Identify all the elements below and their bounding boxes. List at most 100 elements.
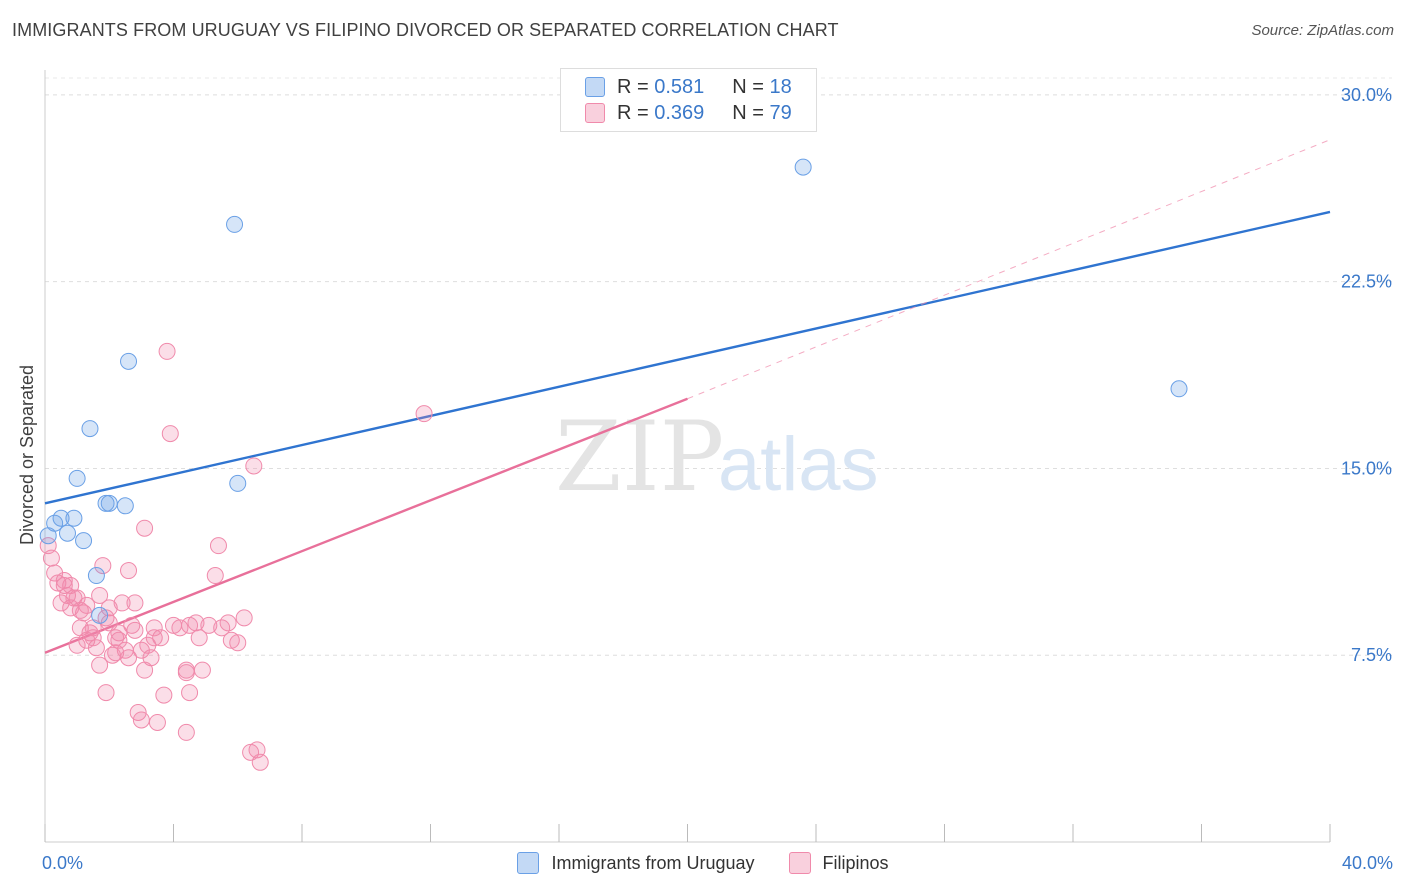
x-tick-label-0: 0.0% [42,853,83,873]
point-uruguay-2 [52,509,70,527]
trend-line-uruguay [44,210,1331,505]
n-label: N = [732,75,764,98]
point-filipinos-23 [113,594,131,612]
point-filipinos-75 [120,562,138,580]
point-filipinos-22 [110,631,128,649]
stats-legend: R = 0.581 N = 18 R = 0.369 N = 79 [560,68,817,132]
point-uruguay-4 [65,509,83,527]
legend-swatch-uruguay [585,77,605,97]
point-uruguay-6 [75,532,93,550]
point-filipinos-30 [136,519,154,537]
point-filipinos-29 [132,711,150,729]
point-uruguay-5 [68,469,86,487]
point-uruguay-8 [87,567,105,585]
point-filipinos-76 [71,601,89,619]
series-swatch-uruguay [517,852,540,874]
point-filipinos-36 [155,686,173,704]
r-label: R = [617,101,649,124]
point-filipinos-50 [206,567,224,585]
point-filipinos-45 [177,664,195,682]
point-filipinos-74 [55,572,73,590]
point-filipinos-66 [91,586,109,604]
chart-title: IMMIGRANTS FROM URUGUAY VS FILIPINO DIVO… [12,20,839,40]
point-filipinos-47 [190,629,208,647]
series-swatch-filipinos [788,852,811,874]
point-uruguay-17 [1170,380,1188,398]
y-axis-label: Divorced or Separated [17,365,37,545]
trend-extension-filipinos [687,139,1331,400]
r-label: R = [617,75,649,98]
point-filipinos-56 [235,609,253,627]
axes [44,70,1331,843]
point-filipinos-34 [148,713,166,731]
point-filipinos-1 [42,549,60,567]
r-value: 0.581 [654,75,705,98]
point-filipinos-16 [91,656,109,674]
point-filipinos-25 [120,649,138,667]
point-filipinos-15 [87,639,105,657]
point-filipinos-35 [152,629,170,647]
watermark-atlas: atlas [718,422,879,507]
point-filipinos-18 [97,684,115,702]
series-legend-item-filipinos: Filipinos [788,852,889,874]
point-filipinos-68 [110,624,128,642]
point-uruguay-13 [120,352,138,370]
point-filipinos-41 [177,723,195,741]
watermark: ZIP atlas [555,401,879,513]
point-filipinos-27 [126,621,144,639]
point-filipinos-40 [171,619,189,637]
point-filipinos-51 [209,537,227,555]
point-filipinos-55 [229,634,247,652]
trend-line-filipinos [44,397,688,654]
point-filipinos-73 [136,661,154,679]
n-label: N = [732,101,764,124]
n-value: 79 [769,101,792,124]
series-label-uruguay: Immigrants from Uruguay [551,852,755,873]
series-legend: Immigrants from Uruguay Filipinos [0,852,1406,874]
stats-legend-row-filipinos: R = 0.369 N = 79 [585,101,792,125]
grid-lines [45,77,1392,656]
y-tick-label-3: 30.0% [1341,85,1392,105]
y-tick-label-2: 22.5% [1341,272,1392,292]
tick-labels: 7.5% 15.0% 22.5% 30.0% 0.0% 40.0% [42,85,1393,873]
point-uruguay-3 [58,524,76,542]
point-filipinos-46 [181,684,199,702]
point-filipinos-14 [84,629,102,647]
point-filipinos-69 [126,594,144,612]
source-label: Source: ZipAtlas.com [1251,22,1394,39]
point-uruguay-12 [116,497,134,515]
point-uruguay-11 [100,494,118,512]
point-filipinos-17 [94,557,112,575]
point-filipinos-48 [193,661,211,679]
n-value: 18 [769,75,792,98]
point-filipinos-59 [251,753,269,771]
point-filipinos-49 [200,616,218,634]
x-tick-label-1: 40.0% [1342,853,1393,873]
trend-lines [44,139,1331,654]
point-filipinos-9 [68,636,86,654]
stats-legend-row-uruguay: R = 0.581 N = 18 [585,75,792,99]
series-legend-item-uruguay: Immigrants from Uruguay [517,852,755,874]
point-uruguay-9 [91,606,109,624]
point-filipinos-33 [145,629,163,647]
y-tick-label-1: 15.0% [1341,458,1392,478]
point-uruguay-15 [229,474,247,492]
point-filipinos-5 [55,576,73,594]
point-uruguay-14 [226,215,244,233]
data-points [39,106,1188,771]
point-uruguay-7 [81,420,99,438]
r-value: 0.369 [654,101,705,124]
series-label-filipinos: Filipinos [822,852,889,873]
point-filipinos-72 [107,629,125,647]
point-filipinos-26 [123,616,141,634]
point-filipinos-13 [81,624,99,642]
point-filipinos-60 [245,457,263,475]
point-uruguay-16 [794,158,812,176]
point-filipinos-61 [415,405,433,423]
point-filipinos-38 [161,425,179,443]
point-filipinos-53 [219,614,237,632]
watermark-zip: ZIP [555,401,724,513]
point-filipinos-37 [158,342,176,360]
legend-swatch-filipinos [585,103,605,123]
